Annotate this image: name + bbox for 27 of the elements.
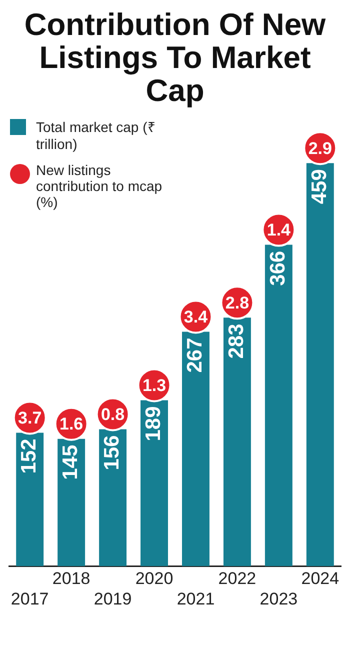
data-label: 366 <box>266 250 290 286</box>
x-tick-label: 2021 <box>176 589 215 608</box>
legend-label: Total market cap (₹ trillion) <box>36 118 156 152</box>
data-label: 156 <box>100 435 124 470</box>
data-label: 189 <box>142 406 166 442</box>
data-label: 145 <box>59 444 82 480</box>
x-tick-label: 2019 <box>94 589 132 608</box>
chart-title: Contribution Of New Listings To Market Cap <box>23 7 327 108</box>
annotation: 2.9 <box>308 138 332 158</box>
data-label: 283 <box>225 324 248 359</box>
x-tick-label: 2017 <box>10 589 49 608</box>
x-tick-label: 2018 <box>52 569 90 588</box>
data-label: 152 <box>18 438 41 474</box>
x-tick-label: 2024 <box>301 569 340 588</box>
x-tick-label: 2023 <box>260 589 298 608</box>
annotation: 3.4 <box>184 307 208 326</box>
annotation: 1.4 <box>266 220 292 240</box>
annotation: 1.3 <box>142 376 166 395</box>
data-label: 459 <box>308 169 331 204</box>
annotation: New listings contribution to mcap (%) <box>36 162 164 210</box>
x-tick-label: 2020 <box>135 569 174 588</box>
annotation: 3.7 <box>18 408 42 428</box>
annotation: 2.8 <box>225 293 250 312</box>
x-tick-label: 2022 <box>218 569 256 588</box>
data-label: 267 <box>184 338 207 373</box>
annotation: 1.6 <box>59 414 84 434</box>
annotation: 0.8 <box>100 404 125 424</box>
